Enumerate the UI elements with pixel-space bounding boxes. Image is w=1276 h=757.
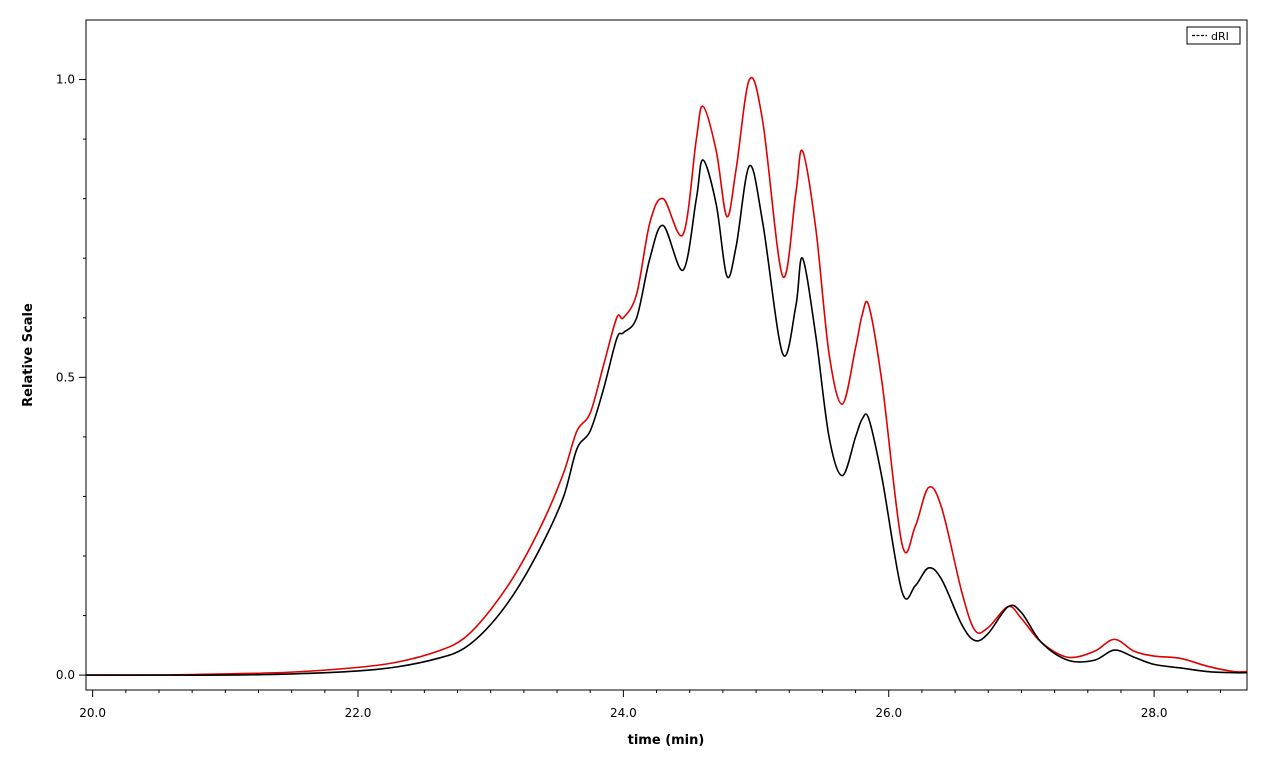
x-tick-label: 20.0 [79,706,106,720]
legend-label-dri: dRI [1211,30,1229,43]
series-line-2 [85,76,1248,676]
legend: dRI [1186,26,1241,45]
plot-frame [85,19,1248,691]
x-tick-label: 28.0 [1141,706,1168,720]
y-axis-label: Relative Scale [21,303,36,407]
y-tick-label: 0.0 [56,668,75,682]
x-tick-label: 22.0 [345,706,372,720]
y-axis: 0.0 0.5 1.0 [56,73,86,682]
x-axis: 20.0 22.0 24.0 26.0 28.0 [79,690,1221,720]
series-layer [85,76,1248,676]
x-tick-label: 24.0 [610,706,637,720]
x-axis-label: time (min) [628,733,705,748]
y-tick-label: 1.0 [56,73,75,87]
series-line-dri [86,159,1248,676]
legend-box [1186,26,1241,45]
y-tick-label: 0.5 [56,370,75,384]
x-tick-label: 26.0 [875,706,902,720]
